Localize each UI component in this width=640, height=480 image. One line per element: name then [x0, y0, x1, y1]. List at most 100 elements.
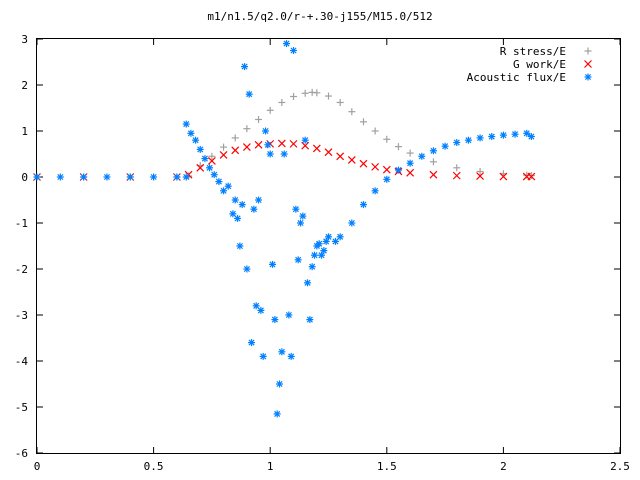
data-point: [320, 247, 328, 255]
data-point: [464, 136, 472, 144]
data-point: [196, 145, 204, 153]
data-point: [453, 139, 461, 146]
data-point: [429, 147, 437, 155]
data-point: [336, 98, 344, 106]
data-point: [278, 348, 286, 356]
series-0: [33, 88, 535, 181]
data-marks: [33, 40, 536, 418]
data-point: [187, 129, 195, 137]
data-point: [277, 139, 286, 148]
data-point: [359, 118, 367, 126]
data-point: [324, 148, 333, 157]
data-point: [236, 242, 244, 250]
data-point: [266, 150, 274, 158]
data-point: [245, 90, 253, 98]
data-point: [306, 316, 314, 324]
data-point: [259, 352, 267, 360]
data-point: [285, 311, 293, 319]
data-point: [231, 146, 240, 155]
data-point: [231, 134, 239, 142]
x-tick-label: 0: [34, 460, 41, 473]
data-point: [242, 143, 251, 152]
data-point: [394, 166, 402, 174]
data-point: [394, 143, 402, 151]
axis-ticks: 0 0.5 1 1.5 2 2.5 -6 -5 -4 -3 -2 -1 0 1 2 3: [15, 33, 630, 473]
data-point: [234, 214, 242, 222]
data-point: [476, 167, 484, 175]
y-tick-label: -3: [15, 309, 28, 322]
data-point: [476, 172, 485, 181]
data-point: [418, 152, 426, 160]
legend-label: R stress/E: [500, 45, 566, 58]
data-point: [273, 410, 281, 418]
data-point: [220, 187, 228, 195]
data-point: [499, 131, 507, 139]
y-tick-label: -4: [15, 355, 29, 368]
data-point: [311, 251, 319, 259]
data-point: [304, 279, 312, 287]
data-point: [315, 240, 323, 248]
data-point: [331, 237, 339, 245]
data-point: [278, 98, 286, 106]
data-point: [210, 171, 218, 179]
data-point: [33, 173, 41, 181]
data-point: [196, 163, 205, 172]
data-point: [283, 40, 291, 48]
data-point: [301, 136, 309, 144]
data-point: [488, 133, 496, 141]
legend-marker: [584, 60, 592, 68]
y-tick-label: -2: [15, 263, 28, 276]
data-point: [56, 173, 64, 181]
data-point: [243, 265, 251, 273]
y-tick-label: 3: [21, 33, 28, 46]
data-point: [255, 196, 263, 204]
data-point: [290, 93, 298, 100]
x-tick-label: 2.5: [610, 460, 630, 473]
data-point: [336, 152, 345, 161]
y-tick-label: -6: [15, 447, 28, 460]
data-point: [238, 201, 246, 209]
data-point: [241, 63, 249, 71]
data-point: [359, 201, 367, 209]
data-point: [287, 352, 295, 360]
data-point: [429, 170, 438, 179]
data-point: [182, 173, 190, 181]
data-point: [150, 173, 158, 181]
data-point: [527, 172, 536, 181]
data-point: [406, 168, 415, 177]
data-point: [192, 136, 200, 144]
data-point: [527, 172, 535, 180]
legend-label: Acoustic flux/E: [467, 71, 566, 84]
data-point: [441, 142, 449, 150]
data-point: [255, 116, 263, 123]
plot-frame: [36, 38, 621, 454]
data-point: [371, 162, 380, 171]
data-point: [208, 152, 216, 160]
data-point: [231, 196, 239, 204]
data-point: [243, 125, 251, 133]
data-point: [126, 173, 134, 181]
data-point: [382, 165, 391, 174]
data-point: [527, 133, 535, 141]
series-2: [33, 40, 535, 418]
data-point: [252, 302, 260, 310]
data-point: [313, 89, 321, 97]
data-point: [429, 158, 437, 166]
y-tick-label: -5: [15, 401, 28, 414]
legend-marker: [584, 47, 592, 55]
data-point: [294, 256, 302, 264]
data-point: [262, 127, 270, 135]
data-point: [201, 155, 209, 163]
data-point: [220, 143, 228, 151]
data-point: [301, 89, 309, 97]
y-tick-label: -1: [15, 217, 28, 230]
data-point: [264, 141, 272, 149]
data-point: [271, 316, 279, 324]
x-tick-label: 1.5: [377, 460, 397, 473]
data-point: [269, 260, 277, 268]
data-point: [254, 140, 263, 149]
y-tick-label: 0: [21, 171, 28, 184]
data-point: [206, 164, 214, 172]
data-point: [359, 159, 368, 168]
